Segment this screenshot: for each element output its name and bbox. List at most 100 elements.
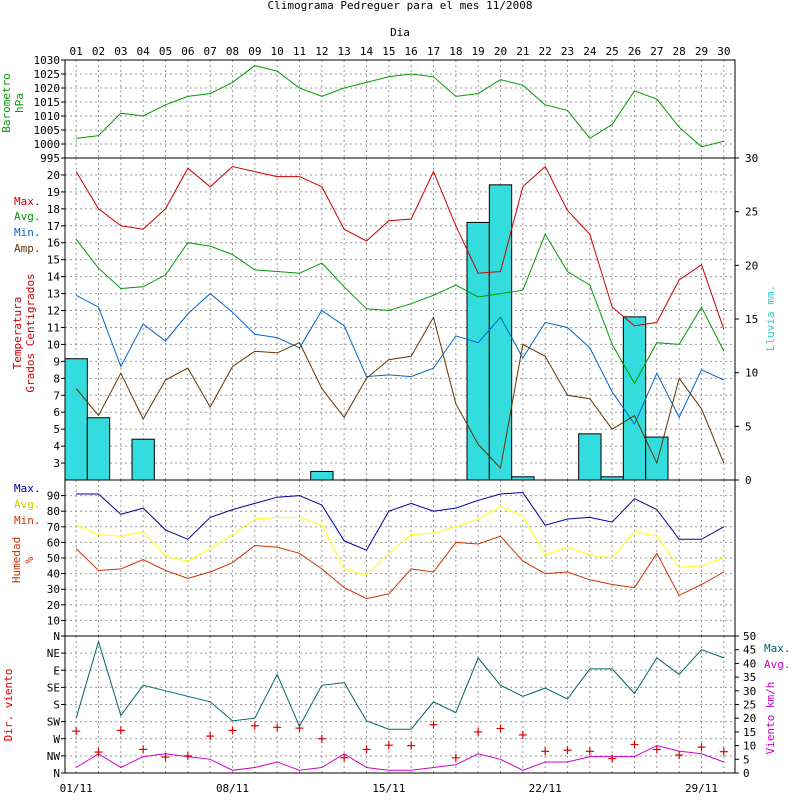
temperature-tick-label: 20 [47, 169, 60, 182]
temperature-avg-line [75, 233, 725, 385]
wind-speed-tick-label: 25 [743, 699, 756, 712]
wind-speed-tick-label: 40 [743, 657, 756, 670]
barometer-tick-label: 1025 [34, 68, 61, 81]
rain-tick-label: 25 [745, 206, 758, 219]
wind-direction-mark [608, 754, 617, 763]
rain-axis-title: Lluvia mm. [764, 285, 777, 351]
temperature-tick-label: 11 [47, 321, 60, 334]
temperature-tick-label: 6 [53, 406, 60, 419]
humidity-avg-line [75, 505, 724, 576]
humidity-tick-label: 90 [47, 490, 60, 503]
barometer-tick-label: 1030 [34, 54, 61, 67]
barometer-axis-title: Barometro hPa [0, 73, 26, 133]
rain-tick-label: 15 [745, 313, 758, 326]
humidity-tick-label: 80 [47, 505, 60, 518]
rain-bar [64, 358, 88, 481]
wind-speed-tick-label: 30 [743, 685, 756, 698]
temperature-tick-label: 17 [47, 220, 60, 233]
wind-direction-mark [161, 753, 170, 762]
wind-direction-axis-title: Dir. viento [2, 669, 15, 742]
temperature-tick-label: 4 [53, 440, 60, 453]
temperature-tick-label: 14 [47, 271, 61, 284]
temperature-tick-label: 16 [47, 237, 60, 250]
wind-direction-mark [183, 751, 192, 760]
wind-direction-mark [474, 727, 483, 736]
rain-bars [64, 184, 669, 481]
humidity-tick-label: 60 [47, 536, 60, 549]
rain-tick-label: 0 [745, 474, 752, 487]
wind-direction-mark [94, 748, 103, 757]
day-tick-label: 02 [92, 45, 105, 58]
day-tick-label: 05 [159, 45, 172, 58]
wind-direction-mark [675, 751, 684, 760]
day-tick-label: 03 [114, 45, 127, 58]
day-tick-label: 07 [204, 45, 217, 58]
day-tick-label: 01 [70, 45, 83, 58]
svg-text:Barometro: Barometro [0, 73, 13, 133]
svg-text:%: % [23, 556, 36, 563]
wind-direction-mark [250, 721, 259, 730]
barometer-tick-label: 1020 [34, 82, 61, 95]
day-tick-label: 24 [583, 45, 597, 58]
humidity-axis-title: Humedad % [10, 537, 36, 583]
wind-direction-mark [228, 726, 237, 735]
day-tick-label: 23 [561, 45, 574, 58]
date-tick-label: 29/11 [685, 782, 718, 795]
wind-direction-tick-label: E [53, 664, 60, 677]
wind-speed-tick-label: 50 [743, 630, 756, 643]
rain-bar [131, 438, 155, 481]
day-tick-label: 29 [695, 45, 708, 58]
humidity-max-line [76, 491, 725, 551]
day-tick-label: 26 [628, 45, 641, 58]
wind-direction-tick-label: W [53, 733, 60, 746]
wind-direction-tick-label: SE [47, 681, 60, 694]
wind-direction-mark [317, 734, 326, 743]
temperature-tick-label: 13 [47, 288, 60, 301]
wind-panel-frame [64, 635, 736, 774]
day-tick-label: 21 [516, 45, 529, 58]
wind-direction-tick-label: N [53, 630, 60, 643]
humidity-tick-label: 50 [47, 552, 60, 565]
wind-legend: Max. Avg. [764, 642, 791, 671]
barometer-line [76, 65, 724, 148]
series-lines [75, 65, 725, 771]
svg-text:hPa: hPa [13, 93, 26, 113]
wind-direction-mark [451, 753, 460, 762]
rain-tick-label: 30 [745, 152, 758, 165]
wind-direction-mark [295, 724, 304, 733]
wind-direction-tick-label: NW [47, 750, 61, 763]
wind-speed-tick-label: 20 [743, 712, 756, 725]
rain-bar [86, 417, 111, 481]
wind-direction-tick-label: S [53, 699, 60, 712]
barometer-tick-label: 995 [40, 152, 60, 165]
humidity-tick-label: 10 [47, 614, 60, 627]
baro-panel-frame [64, 59, 736, 159]
rain-bar [310, 470, 334, 481]
wind-direction-mark [384, 741, 393, 750]
humidity-tick-label: 40 [47, 568, 60, 581]
day-tick-label: 22 [539, 45, 552, 58]
wind-speed-tick-label: 35 [743, 671, 756, 684]
temperature-tick-label: 8 [53, 372, 60, 385]
day-tick-label: 06 [181, 45, 194, 58]
day-tick-label: 12 [315, 45, 328, 58]
rain-bar [645, 436, 669, 481]
wind-speed-axis-title: Viento km/h [764, 682, 777, 755]
day-tick-label: 19 [472, 45, 485, 58]
wind-direction-tick-label: N [53, 767, 60, 780]
svg-text:Temperatura: Temperatura [11, 297, 24, 370]
date-tick-label: 08/11 [216, 782, 249, 795]
wind-direction-mark [541, 747, 550, 756]
day-tick-label: 16 [405, 45, 418, 58]
day-tick-label: 13 [338, 45, 351, 58]
wind-direction-marks [72, 720, 728, 763]
wind-avg-line [75, 745, 725, 771]
wind-direction-mark [563, 746, 572, 755]
day-tick-label: 11 [293, 45, 306, 58]
day-tick-label: 14 [360, 45, 374, 58]
day-tick-label: 25 [606, 45, 619, 58]
svg-text:Amp.: Amp. [14, 242, 41, 255]
day-tick-label: 27 [650, 45, 663, 58]
svg-text:Max.: Max. [764, 642, 791, 655]
